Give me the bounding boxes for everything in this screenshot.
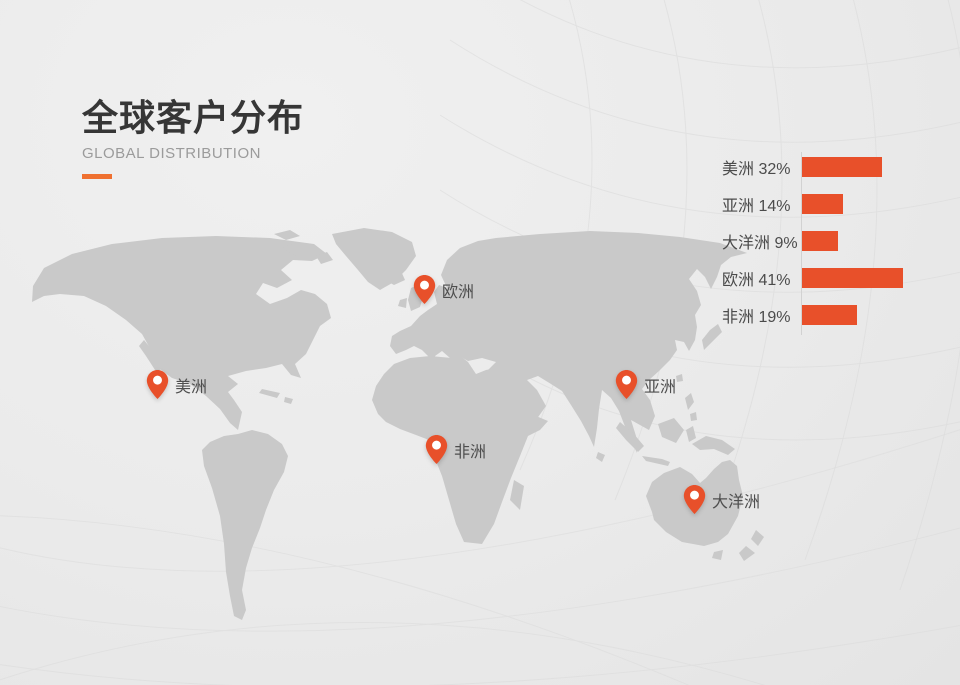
location-pin-icon (683, 484, 706, 515)
island-iceland (385, 271, 405, 285)
map-pin-label: 大洋洲 (712, 494, 761, 511)
location-pin-icon (413, 274, 436, 305)
page-subtitle: GLOBAL DISTRIBUTION (82, 145, 261, 162)
chart-row-label: 美洲 32% (722, 161, 791, 178)
title-underline-accent (82, 174, 112, 179)
island-new-guinea (692, 436, 735, 455)
island-sulawesi (686, 426, 696, 442)
location-pin-icon (615, 369, 638, 400)
page-title: 全球客户分布 (82, 97, 305, 138)
continent-eurasia (390, 231, 747, 453)
chart-row: 大洋洲 9% (722, 231, 952, 252)
chart-row: 亚洲 14% (722, 194, 952, 215)
chart-row-label: 非洲 19% (722, 309, 791, 326)
island-tasmania (712, 550, 723, 560)
island-baja (139, 340, 162, 373)
continent-north-america (32, 236, 331, 430)
island-taiwan (676, 374, 683, 382)
map-pin-africa: 非洲 (424, 434, 486, 465)
chart-bar (802, 194, 843, 214)
island-japan (702, 324, 722, 350)
chart-row-label: 亚洲 14% (722, 198, 791, 215)
island-borneo (658, 418, 684, 443)
chart-row-label: 欧洲 41% (722, 272, 791, 289)
chart-row: 非洲 19% (722, 305, 952, 326)
chart-bar (802, 231, 838, 251)
island-java (642, 456, 670, 466)
map-pin-label: 美洲 (175, 379, 208, 396)
map-pin-europe: 欧洲 (412, 274, 474, 305)
island-srilanka (596, 452, 605, 462)
map-pin-label: 欧洲 (442, 284, 475, 301)
map-pin-label: 亚洲 (644, 379, 677, 396)
chart-row: 美洲 32% (722, 157, 952, 178)
chart-row: 欧洲 41% (722, 268, 952, 289)
map-pin-americas: 美洲 (145, 369, 207, 400)
location-pin-icon (146, 369, 169, 400)
islands-arctic (274, 230, 333, 264)
chart-bar (802, 157, 882, 177)
chart-axis-line (801, 152, 802, 335)
location-pin-icon (425, 434, 448, 465)
continent-south-america (202, 430, 288, 620)
island-madagascar (510, 480, 524, 510)
continent-africa (372, 354, 548, 544)
chart-bar (802, 268, 903, 288)
chart-row-label: 大洋洲 9% (722, 235, 798, 252)
islands-philippines (685, 393, 697, 421)
world-map (32, 228, 764, 620)
distribution-bar-chart: 美洲 32% 亚洲 14% 大洋洲 9% 欧洲 41% 非洲 19% (722, 157, 952, 342)
map-pin-label: 非洲 (454, 444, 487, 461)
islands-new-zealand (739, 530, 764, 561)
chart-bar (802, 305, 857, 325)
map-pin-asia: 亚洲 (614, 369, 676, 400)
title-block: 全球客户分布 GLOBAL DISTRIBUTION (82, 100, 304, 179)
islands-caribbean (259, 389, 293, 404)
map-pin-oceania: 大洋洲 (682, 484, 760, 515)
island-sumatra (616, 422, 644, 452)
